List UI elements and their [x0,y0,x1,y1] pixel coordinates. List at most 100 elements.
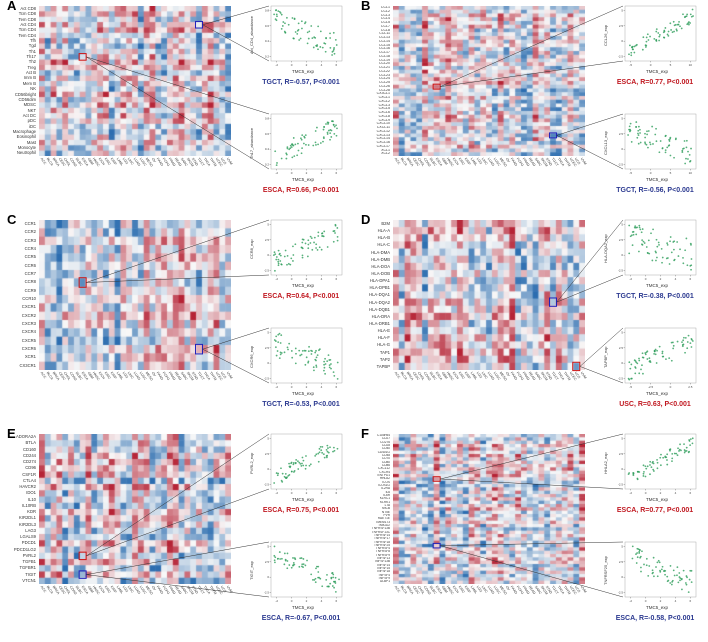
scatter-canvas: -2 0 2 4 6 -2.5 0 2.5 5 [264,433,343,495]
svg-text:-2.5: -2.5 [264,591,270,595]
svg-text:2.5: 2.5 [619,132,624,136]
svg-text:2: 2 [306,63,308,67]
scatter-y-axis-label: HLA-DQA2_exp [603,234,608,264]
scatter-x-axis-label: TMC5_exp [645,391,668,396]
heatmap-canvas [393,434,585,584]
panel-label: F [361,426,369,441]
svg-text:0: 0 [621,575,623,579]
svg-text:2: 2 [660,491,662,495]
svg-text:5: 5 [670,171,672,175]
scatter-plot: PVRL2_exp -2 0 2 4 6 -2.5 0 2.5 5 TMC5_exp ESCA,… [246,430,354,534]
svg-text:0: 0 [291,63,293,67]
svg-text:-2.5: -2.5 [648,385,654,389]
svg-text:0: 0 [291,171,293,175]
svg-text:4: 4 [675,491,677,495]
svg-text:5: 5 [267,436,269,440]
svg-text:5: 5 [621,544,623,548]
svg-text:-2.5: -2.5 [264,483,270,487]
correlation-annotation: ESCA, R=0.77, P<0.001 [616,79,694,86]
figure-panel-f: F C10orf54 CD27 CD276 CD28 CD40 CD40LG CD48 CD7… [354,426,708,642]
svg-text:2: 2 [306,171,308,175]
svg-text:2.5: 2.5 [619,238,624,242]
scatter-canvas: -2 0 2 4 6 0.2 0.4 0.6 0.8 [265,5,343,67]
scatter-canvas: -5 0 5 10 -2.5 0 2.5 5 [618,113,697,175]
svg-text:10: 10 [689,63,693,67]
scatter-y-axis-label: TNFRSF25_exp [603,556,608,586]
svg-text:0: 0 [645,491,647,495]
svg-text:0: 0 [621,361,623,365]
svg-text:5: 5 [621,116,623,120]
svg-text:0.8: 0.8 [265,8,270,12]
svg-text:5: 5 [621,8,623,12]
svg-text:-2.5: -2.5 [618,483,624,487]
svg-text:-2: -2 [275,385,278,389]
svg-text:6: 6 [689,599,691,603]
svg-text:0: 0 [267,253,269,257]
svg-text:2: 2 [660,277,662,281]
scatter-plot: HHLA2_exp -2 0 2 4 6 -2.5 0 2.5 5 TMC5_exp ESCA,… [600,430,708,534]
scatter-canvas: -2 0 2 4 6 0.2 0.4 0.6 0.8 [265,113,343,175]
correlation-annotation: TGCT, R=-0.38, P<0.001 [616,293,694,300]
svg-text:-2: -2 [629,599,632,603]
scatter-x-axis-label: TMC5_exp [291,69,314,74]
heatmap-row-labels: CCR1 CCR2 CCR3 CCR4 CCR5 CCR6 CCR7 CCR8 CCR9 CCR1… [19,221,36,368]
svg-text:0: 0 [650,63,652,67]
svg-text:2.5: 2.5 [619,24,624,28]
svg-text:2.5: 2.5 [688,385,693,389]
svg-text:2.5: 2.5 [265,238,270,242]
panel-label: C [7,212,17,227]
svg-text:5: 5 [621,222,623,226]
svg-text:-2.5: -2.5 [264,269,270,273]
scatter-y-axis-label: PVRL2_exp [249,452,254,474]
scatter-plot: CXCL13_exp -5 0 5 10 -2.5 0 2.5 5 TMC5_exp TGCT… [600,110,708,214]
heatmap-canvas [393,220,585,370]
scatter-x-axis-label: TMC5_exp [291,177,314,182]
svg-text:0: 0 [621,253,623,257]
heatmap-column-labels: ACC BLCA BRCA CESC CHOL COAD DLBC ESCA GBM HNSC KI… [39,371,234,382]
svg-text:0: 0 [645,277,647,281]
heatmap-column-labels: ACC BLCA BRCA CESC CHOL COAD DLBC ESCA GBM HNSC KI… [393,157,588,168]
heatmap-column-labels: ACC BLCA BRCA CESC CHOL COAD DLBC ESCA GBM HNSC KI… [39,585,234,596]
scatter-plot: TAPBP_exp -5 -2.5 0 2.5 -2.5 0 2.5 5 TMC5_exp U… [600,324,708,428]
svg-text:4: 4 [321,599,323,603]
svg-text:0: 0 [645,599,647,603]
figure-panel-c: C CCR1 CCR2 CCR3 CCR4 CCR5 CCR6 CCR7 CCR8 CCR9 CC… [0,212,354,428]
svg-text:-2: -2 [275,491,278,495]
correlation-annotation: ESCA, R=-0.67, P<0.001 [261,615,341,622]
svg-text:4: 4 [321,385,323,389]
scatter-plot: HLA-DQA2_exp -2 0 2 4 6 -2.5 0 2.5 5 TMC5_exp TG… [600,216,708,320]
svg-text:0.4: 0.4 [265,147,270,151]
scatter-x-axis-label: TMC5_exp [645,497,668,502]
svg-text:0.6: 0.6 [265,132,270,136]
svg-text:2.5: 2.5 [265,452,270,456]
svg-text:2.5: 2.5 [619,346,624,350]
scatter-plot: CCL26_exp -5 0 5 10 -2.5 0 2.5 5 TMC5_exp ESCA,… [600,2,708,106]
svg-text:-2.5: -2.5 [618,163,624,167]
svg-text:-2.5: -2.5 [264,377,270,381]
panel-label: D [361,212,371,227]
heatmap-canvas [39,6,231,156]
scatter-x-axis-label: TMC5_exp [645,283,668,288]
scatter-x-axis-label: TMC5_exp [291,497,314,502]
figure-panel-e: E ADORA2A BTLA CD160 CD244 CD274 CD96 CSF1R CTL… [0,426,354,642]
svg-text:0: 0 [621,467,623,471]
svg-text:-2: -2 [275,277,278,281]
scatter-plot: Th17_abundance -2 0 2 4 6 0.2 0.4 0.6 0.8 TMC5_e… [246,110,354,214]
correlation-annotation: USC, R=0.63, P<0.001 [619,401,691,408]
svg-text:0.4: 0.4 [265,39,270,43]
svg-text:-2.5: -2.5 [618,377,624,381]
svg-text:4: 4 [321,491,323,495]
svg-text:6: 6 [335,491,337,495]
svg-text:0: 0 [650,171,652,175]
svg-text:6: 6 [335,171,337,175]
scatter-canvas: -2 0 2 4 6 -2.5 0 2.5 5 [264,219,343,281]
svg-text:4: 4 [675,277,677,281]
panel-label: A [7,0,17,13]
scatter-x-axis-label: TMC5_exp [645,605,668,610]
svg-text:0: 0 [621,147,623,151]
svg-text:-5: -5 [629,63,632,67]
svg-text:5: 5 [267,222,269,226]
scatter-plot: Act_CD4_abundance -2 0 2 4 6 0.2 0.4 0.6 0.8 TMC… [246,2,354,106]
scatter-y-axis-label: CCL26_exp [603,24,608,46]
svg-text:-2: -2 [275,599,278,603]
